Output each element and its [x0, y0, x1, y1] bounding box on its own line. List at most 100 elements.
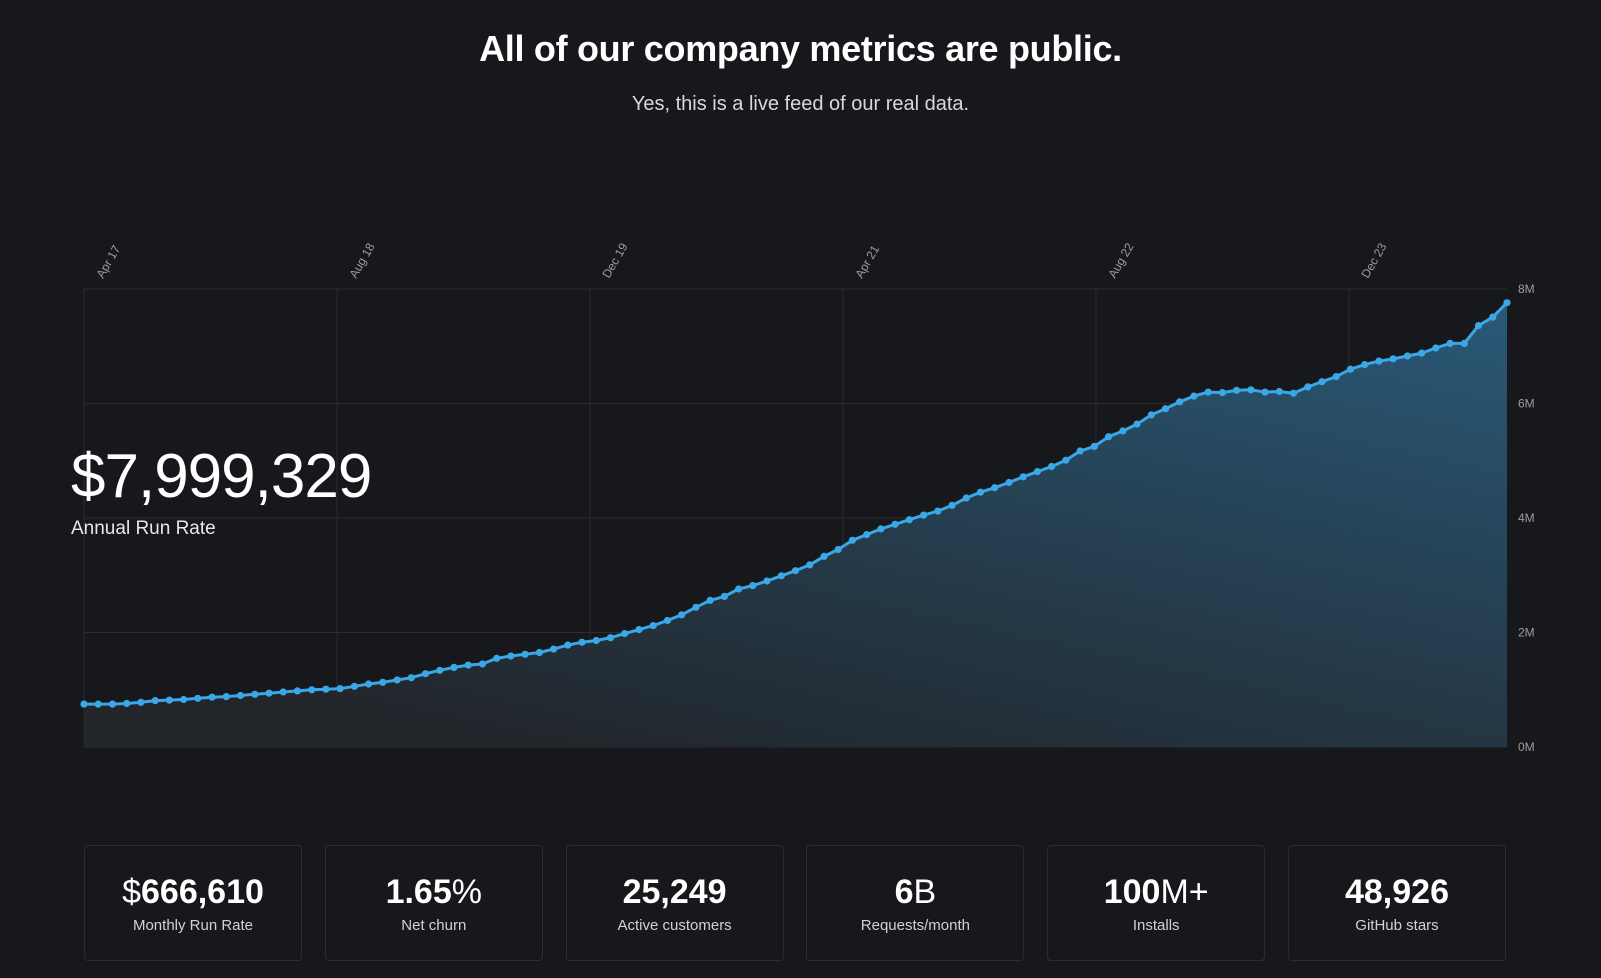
data-point[interactable]	[1204, 388, 1212, 396]
data-point[interactable]	[265, 689, 273, 697]
data-point[interactable]	[151, 697, 159, 705]
data-point[interactable]	[336, 685, 344, 693]
data-point[interactable]	[749, 582, 757, 590]
data-point[interactable]	[535, 648, 544, 657]
data-point[interactable]	[877, 525, 885, 533]
data-point[interactable]	[1076, 447, 1084, 455]
data-point[interactable]	[379, 678, 387, 686]
data-point[interactable]	[1289, 389, 1298, 397]
data-point[interactable]	[1176, 398, 1184, 406]
data-point[interactable]	[1432, 344, 1440, 352]
data-point[interactable]	[365, 680, 373, 688]
data-point[interactable]	[962, 494, 970, 502]
data-point[interactable]	[393, 676, 401, 684]
data-point[interactable]	[1005, 478, 1013, 487]
data-point[interactable]	[279, 688, 287, 696]
data-point[interactable]	[108, 700, 117, 708]
data-point[interactable]	[592, 636, 600, 645]
data-point[interactable]	[663, 616, 672, 625]
data-point[interactable]	[436, 666, 444, 674]
data-point[interactable]	[1218, 389, 1226, 397]
data-point[interactable]	[407, 674, 415, 682]
data-point[interactable]	[1489, 313, 1497, 321]
data-point[interactable]	[222, 693, 230, 701]
data-point[interactable]	[493, 654, 501, 662]
data-point[interactable]	[1261, 388, 1269, 396]
data-point[interactable]	[1275, 387, 1283, 396]
data-point[interactable]	[692, 603, 700, 611]
data-point[interactable]	[1304, 383, 1312, 391]
data-point[interactable]	[1474, 322, 1483, 330]
data-point[interactable]	[137, 698, 145, 706]
data-point[interactable]	[450, 663, 458, 671]
data-point[interactable]	[735, 585, 743, 593]
data-point[interactable]	[763, 577, 771, 585]
data-point[interactable]	[1062, 456, 1070, 464]
data-point[interactable]	[464, 661, 472, 669]
data-point[interactable]	[94, 700, 102, 708]
data-point[interactable]	[308, 686, 316, 694]
data-point[interactable]	[934, 507, 942, 515]
data-point[interactable]	[236, 691, 245, 700]
data-point[interactable]	[1460, 339, 1468, 347]
data-point[interactable]	[1233, 386, 1241, 394]
data-point[interactable]	[920, 511, 928, 519]
data-point[interactable]	[1033, 468, 1041, 476]
data-point[interactable]	[1119, 427, 1127, 435]
data-point[interactable]	[1503, 299, 1511, 307]
data-point[interactable]	[208, 693, 216, 701]
data-point[interactable]	[1161, 405, 1170, 413]
data-point[interactable]	[991, 484, 999, 492]
data-point[interactable]	[564, 641, 572, 649]
data-point[interactable]	[1190, 392, 1198, 400]
data-point[interactable]	[322, 685, 330, 693]
data-point[interactable]	[1418, 349, 1426, 357]
data-point[interactable]	[194, 694, 202, 702]
data-point[interactable]	[820, 552, 828, 560]
data-point[interactable]	[1019, 473, 1027, 481]
data-point[interactable]	[606, 634, 615, 642]
data-point[interactable]	[1361, 361, 1369, 369]
data-point[interactable]	[293, 687, 301, 695]
data-point[interactable]	[720, 592, 729, 600]
data-point[interactable]	[1090, 442, 1098, 450]
data-point[interactable]	[635, 626, 643, 634]
data-point[interactable]	[1048, 462, 1056, 471]
data-point[interactable]	[806, 561, 814, 569]
data-point[interactable]	[521, 650, 529, 658]
data-point[interactable]	[649, 622, 657, 630]
data-point[interactable]	[1403, 352, 1411, 360]
data-point[interactable]	[791, 567, 800, 575]
data-point[interactable]	[1332, 373, 1340, 381]
data-point[interactable]	[123, 699, 131, 708]
data-point[interactable]	[891, 520, 899, 528]
data-point[interactable]	[1346, 365, 1355, 373]
data-point[interactable]	[251, 690, 259, 698]
data-point[interactable]	[948, 501, 956, 509]
data-point[interactable]	[1147, 411, 1155, 419]
data-point[interactable]	[976, 488, 985, 496]
data-point[interactable]	[478, 660, 486, 668]
data-point[interactable]	[1389, 355, 1397, 363]
data-point[interactable]	[678, 611, 686, 619]
data-point[interactable]	[1318, 378, 1326, 386]
data-point[interactable]	[1247, 386, 1255, 394]
data-point[interactable]	[350, 682, 358, 690]
data-point[interactable]	[1375, 357, 1383, 365]
data-point[interactable]	[834, 545, 842, 554]
data-point[interactable]	[1133, 420, 1141, 428]
data-point[interactable]	[777, 572, 785, 580]
data-point[interactable]	[80, 700, 88, 708]
data-point[interactable]	[550, 645, 558, 653]
data-point[interactable]	[165, 696, 173, 704]
data-point[interactable]	[1105, 433, 1113, 441]
data-point[interactable]	[507, 652, 515, 660]
data-point[interactable]	[1446, 339, 1454, 347]
data-point[interactable]	[706, 596, 714, 604]
data-point[interactable]	[848, 536, 857, 544]
data-point[interactable]	[421, 670, 430, 678]
data-point[interactable]	[863, 531, 871, 539]
data-point[interactable]	[180, 695, 188, 704]
data-point[interactable]	[621, 630, 629, 638]
data-point[interactable]	[905, 516, 913, 524]
